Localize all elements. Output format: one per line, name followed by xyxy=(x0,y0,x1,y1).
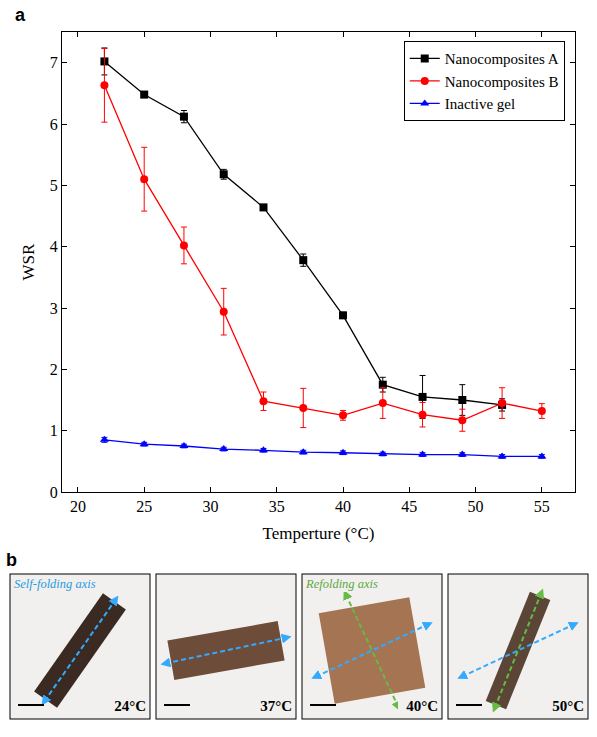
svg-text:50: 50 xyxy=(468,498,484,515)
svg-text:0: 0 xyxy=(50,484,58,501)
svg-text:Self-folding axis: Self-folding axis xyxy=(14,577,96,591)
svg-text:55: 55 xyxy=(534,498,550,515)
svg-text:a: a xyxy=(15,5,26,25)
svg-text:b: b xyxy=(6,550,17,570)
svg-text:WSR: WSR xyxy=(19,243,38,281)
svg-text:Temperture (°C): Temperture (°C) xyxy=(263,524,375,543)
svg-text:5: 5 xyxy=(50,177,58,194)
svg-text:4: 4 xyxy=(50,238,58,255)
svg-text:50°C: 50°C xyxy=(552,698,584,714)
svg-text:3: 3 xyxy=(50,300,58,317)
svg-text:20: 20 xyxy=(70,498,86,515)
svg-text:Nanocomposites B: Nanocomposites B xyxy=(445,74,559,90)
svg-text:24°C: 24°C xyxy=(114,698,146,714)
svg-text:Nanocomposites A: Nanocomposites A xyxy=(445,51,559,67)
svg-text:7: 7 xyxy=(50,54,58,71)
svg-text:40: 40 xyxy=(335,498,351,515)
svg-text:1: 1 xyxy=(50,422,58,439)
svg-text:25: 25 xyxy=(136,498,152,515)
svg-text:40°C: 40°C xyxy=(406,698,438,714)
svg-text:30: 30 xyxy=(202,498,218,515)
svg-text:2: 2 xyxy=(50,361,58,378)
svg-text:Inactive gel: Inactive gel xyxy=(445,96,515,112)
svg-text:6: 6 xyxy=(50,116,58,133)
svg-text:45: 45 xyxy=(401,498,417,515)
svg-text:37°C: 37°C xyxy=(260,698,292,714)
svg-text:Refolding axis: Refolding axis xyxy=(305,577,378,591)
svg-text:35: 35 xyxy=(269,498,285,515)
